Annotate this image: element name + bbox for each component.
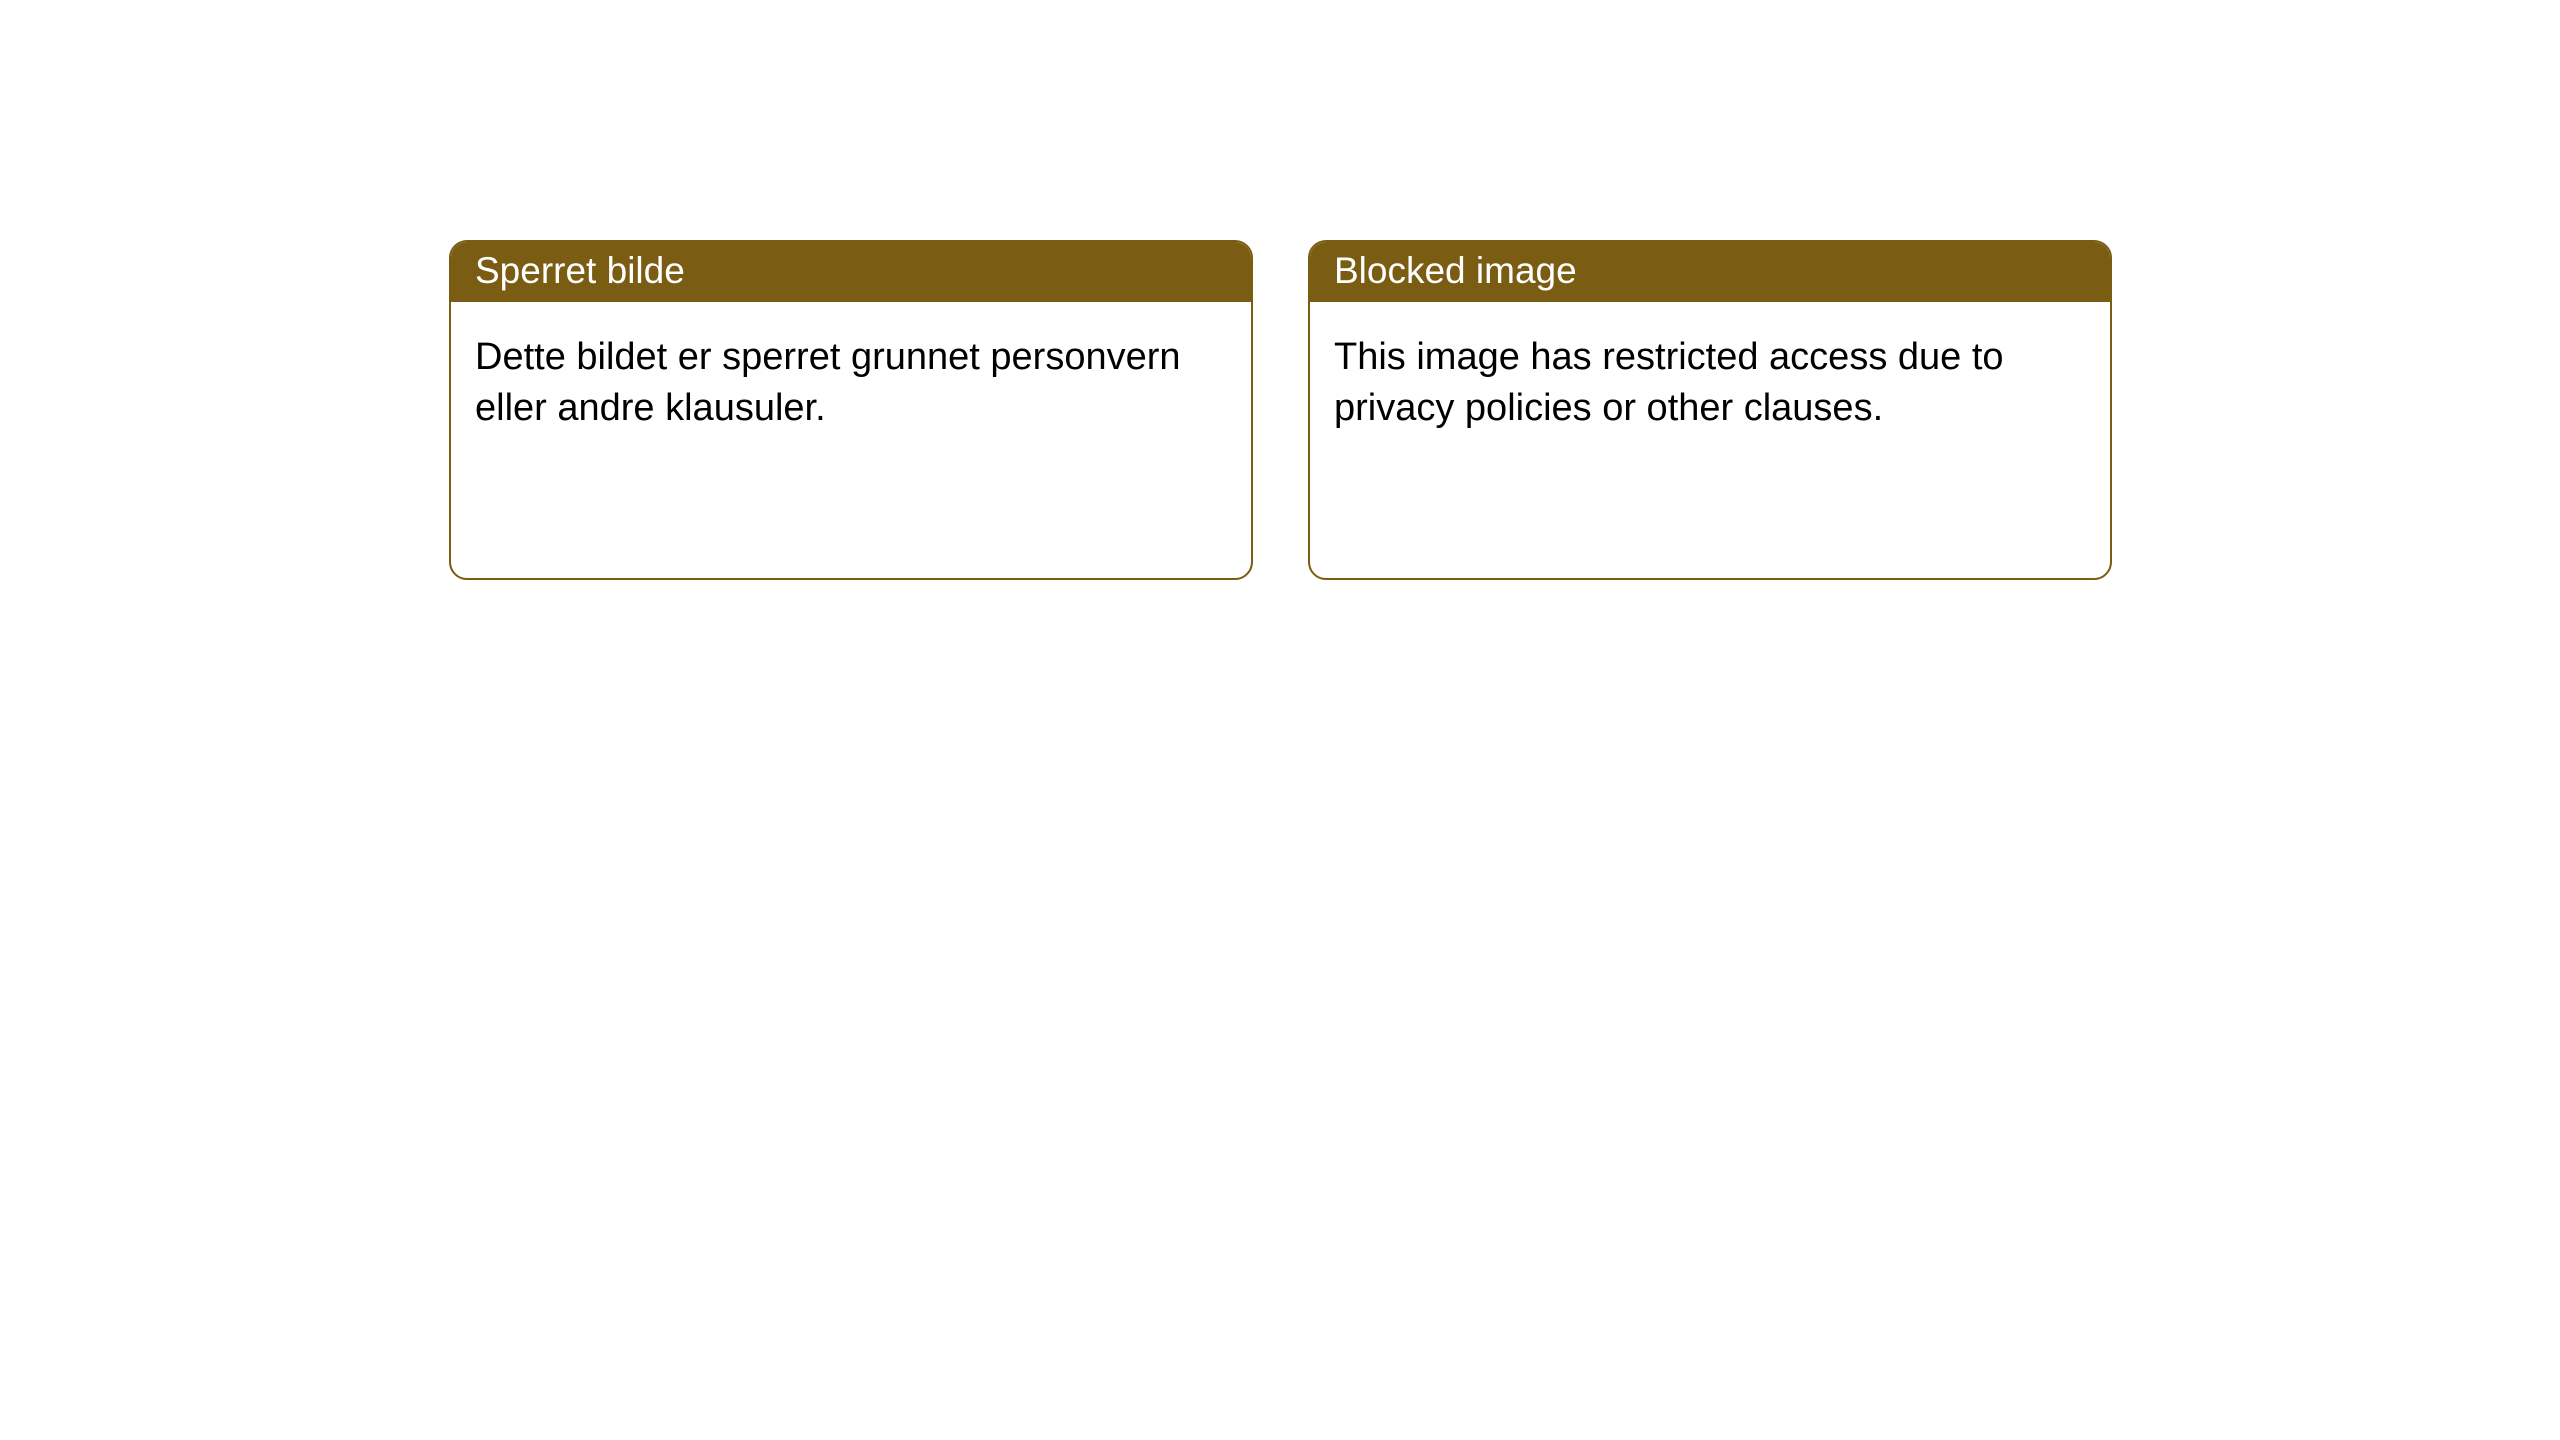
card-text: Dette bildet er sperret grunnet personve… xyxy=(475,332,1227,435)
cards-container: Sperret bilde Dette bildet er sperret gr… xyxy=(0,0,2560,580)
card-title: Sperret bilde xyxy=(475,250,685,291)
card-header: Blocked image xyxy=(1310,242,2110,302)
card-body: This image has restricted access due to … xyxy=(1310,302,2110,578)
card-title: Blocked image xyxy=(1334,250,1577,291)
blocked-image-card-english: Blocked image This image has restricted … xyxy=(1308,240,2112,580)
card-body: Dette bildet er sperret grunnet personve… xyxy=(451,302,1251,578)
blocked-image-card-norwegian: Sperret bilde Dette bildet er sperret gr… xyxy=(449,240,1253,580)
card-header: Sperret bilde xyxy=(451,242,1251,302)
card-text: This image has restricted access due to … xyxy=(1334,332,2086,435)
